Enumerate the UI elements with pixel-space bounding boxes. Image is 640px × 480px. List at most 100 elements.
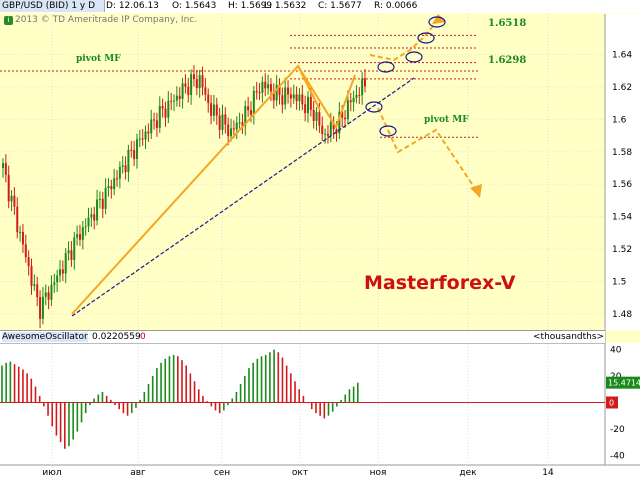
candle-body xyxy=(124,165,127,173)
candle-body xyxy=(312,109,315,121)
price-tick-label: 1.54 xyxy=(612,213,632,223)
candle-body xyxy=(147,131,150,134)
candle-body xyxy=(326,133,329,136)
price-tick-label: 1.5 xyxy=(612,277,626,287)
candle-body xyxy=(309,96,312,110)
candle-body xyxy=(150,119,153,134)
candle-body xyxy=(341,111,344,118)
candle-body xyxy=(224,114,227,125)
time-tick-label: окт xyxy=(292,468,308,478)
candle-body xyxy=(238,122,241,124)
highlight-ellipse xyxy=(417,32,435,44)
candle-body xyxy=(107,186,110,189)
candle-body xyxy=(244,106,247,126)
candle-body xyxy=(30,266,33,286)
candle-body xyxy=(121,165,124,167)
oscillator-header: AwesomeOscillator 0.0220559 0 <thousandt… xyxy=(0,330,605,344)
candle-body xyxy=(281,95,284,105)
candle-body xyxy=(235,122,238,130)
candle-body xyxy=(292,94,295,99)
price-tick-label: 1.62 xyxy=(612,83,632,93)
candle-body xyxy=(144,131,147,140)
pivot-label-left: pivot MF xyxy=(76,54,121,64)
candle-body xyxy=(70,250,73,260)
candle-body xyxy=(358,94,361,96)
projection-up xyxy=(369,19,439,62)
highlight-ellipse xyxy=(428,16,446,28)
candle-body xyxy=(346,100,349,120)
price-tick-label: 1.56 xyxy=(612,180,632,190)
candle-body xyxy=(56,275,59,283)
candle-body xyxy=(104,188,107,209)
price-tick-label: 1.6 xyxy=(612,115,627,125)
candle-body xyxy=(335,129,338,134)
high-readout: H: 1.5699 xyxy=(228,1,273,11)
oscillator-units: <thousandths> xyxy=(533,332,605,342)
price-tick-label: 1.52 xyxy=(612,245,632,255)
candle-body xyxy=(7,174,10,202)
symbol-selector[interactable]: GBP/USD (BID) 1 у D xyxy=(0,0,105,12)
highlight-ellipse xyxy=(379,125,397,137)
candle-body xyxy=(264,81,267,89)
candle-body xyxy=(64,253,67,274)
candle-body xyxy=(255,90,258,93)
oscillator-zero-flag: 0 xyxy=(140,332,146,342)
osc-panel-bg xyxy=(0,343,605,465)
candle-body xyxy=(133,150,136,160)
candle-body xyxy=(261,81,264,93)
candle-body xyxy=(50,284,53,300)
candle-body xyxy=(78,234,81,240)
candle-body xyxy=(181,83,184,99)
candle-body xyxy=(127,149,130,173)
candle-body xyxy=(361,78,364,96)
osc-last-value: 15.4714 xyxy=(608,379,640,388)
candle-body xyxy=(269,84,272,92)
candle-body xyxy=(364,78,366,87)
candle-body xyxy=(138,138,141,140)
candle-body xyxy=(81,227,84,240)
candle-body xyxy=(232,128,235,130)
candle-body xyxy=(247,106,250,111)
candle-body xyxy=(59,269,62,276)
candle-body xyxy=(338,111,341,134)
date-readout: D: 12.06.13 xyxy=(106,1,159,11)
candle-body xyxy=(84,226,87,228)
candle-body xyxy=(116,178,119,180)
candle-body xyxy=(90,214,93,218)
oscillator-name[interactable]: AwesomeOscillator xyxy=(2,332,88,342)
projection-down xyxy=(377,107,477,191)
candle-body xyxy=(295,94,298,102)
candle-body xyxy=(284,87,287,105)
pivot-label-right: pivot MF xyxy=(424,115,469,125)
candle-body xyxy=(19,231,22,233)
candle-body xyxy=(218,115,221,130)
candle-body xyxy=(324,133,327,135)
candle-body xyxy=(195,79,198,89)
candle-body xyxy=(164,108,167,118)
time-tick-label: авг xyxy=(130,468,146,478)
info-icon[interactable]: i xyxy=(4,16,13,25)
projection-down-arrow xyxy=(470,184,482,198)
candle-body xyxy=(355,94,358,98)
osc-zero-badge xyxy=(606,396,618,409)
candle-body xyxy=(155,120,158,128)
candle-body xyxy=(215,104,218,116)
candle-body xyxy=(204,87,207,95)
candle-body xyxy=(175,95,178,101)
candle-body xyxy=(241,122,244,126)
brand-watermark: Masterforex-V xyxy=(364,272,516,294)
candle-body xyxy=(98,198,101,200)
level-label-high: 1.6518 xyxy=(488,18,527,29)
zigzag-sub xyxy=(297,65,321,111)
candle-body xyxy=(67,250,70,254)
candle-body xyxy=(27,257,30,267)
candle-body xyxy=(227,124,230,137)
candle-body xyxy=(210,103,213,116)
osc-tick-label: -40 xyxy=(610,451,625,461)
candle-body xyxy=(187,86,190,96)
candle-body xyxy=(178,95,181,99)
candle-body xyxy=(87,217,90,227)
candle-body xyxy=(101,198,104,209)
